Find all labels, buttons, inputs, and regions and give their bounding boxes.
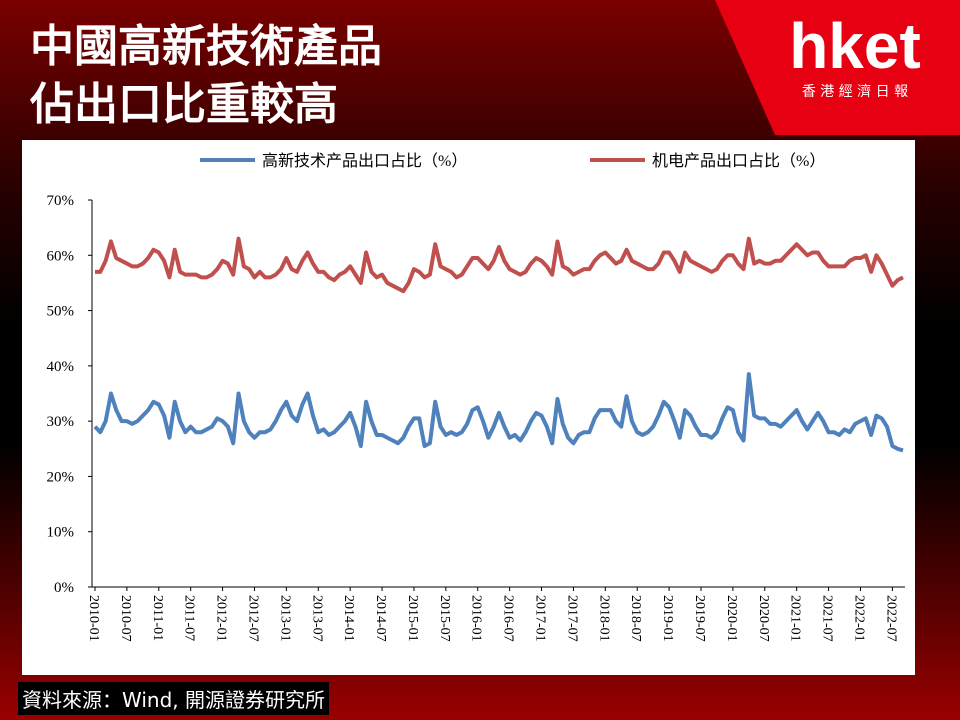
x-tick-label: 2020-01 bbox=[724, 595, 739, 642]
x-tick-label: 2022-01 bbox=[851, 595, 866, 642]
x-tick-label: 2020-07 bbox=[756, 595, 771, 642]
x-tick-label: 2017-01 bbox=[533, 595, 548, 642]
y-tick-label: 40% bbox=[47, 359, 75, 375]
series-line bbox=[95, 236, 904, 294]
logo-subtitle: 香 港 經 濟 日 報 bbox=[802, 84, 908, 100]
y-tick-label: 70% bbox=[47, 193, 75, 209]
y-tick-label: 20% bbox=[47, 469, 75, 485]
y-tick-label: 30% bbox=[47, 414, 75, 430]
x-tick-label: 2014-01 bbox=[341, 595, 356, 642]
x-tick-label: 2012-01 bbox=[214, 595, 229, 642]
x-tick-label: 2021-01 bbox=[788, 595, 803, 642]
x-tick-label: 2015-01 bbox=[405, 595, 420, 642]
x-tick-label: 2018-01 bbox=[596, 595, 611, 642]
y-tick-label: 0% bbox=[54, 580, 74, 596]
x-tick-label: 2010-01 bbox=[86, 595, 101, 642]
x-tick-label: 2014-07 bbox=[373, 595, 388, 642]
x-tick-label: 2011-07 bbox=[182, 595, 197, 641]
chart-area bbox=[22, 140, 915, 675]
x-tick-label: 2012-07 bbox=[245, 595, 260, 642]
x-tick-label: 2022-07 bbox=[883, 595, 898, 642]
legend-label: 高新技术产品出口占比（%） bbox=[262, 152, 467, 170]
x-tick-label: 2016-01 bbox=[469, 595, 484, 642]
x-tick-label: 2011-01 bbox=[150, 595, 165, 641]
y-tick-label: 50% bbox=[47, 304, 75, 320]
y-tick-label: 10% bbox=[47, 525, 75, 541]
x-tick-label: 2016-07 bbox=[501, 595, 516, 642]
logo-brand: hket bbox=[789, 10, 921, 82]
x-tick-label: 2019-01 bbox=[660, 595, 675, 642]
x-tick-label: 2018-07 bbox=[628, 595, 643, 642]
source: 資料來源：Wind, 開源證券研究所 bbox=[18, 682, 329, 715]
title-line: 中國高新技術產品 bbox=[30, 21, 382, 72]
x-tick-label: 2015-07 bbox=[437, 595, 452, 642]
y-tick-label: 60% bbox=[47, 248, 75, 264]
x-tick-label: 2021-07 bbox=[820, 595, 835, 642]
logo-bg bbox=[715, 0, 960, 135]
title-line: 佔出口比重較高 bbox=[30, 79, 338, 130]
legend-label: 机电产品出口占比（%） bbox=[652, 152, 825, 170]
x-tick-label: 2010-07 bbox=[118, 595, 133, 642]
series-line bbox=[93, 372, 904, 453]
x-tick-label: 2019-07 bbox=[692, 595, 707, 642]
x-tick-label: 2013-07 bbox=[309, 595, 324, 642]
x-tick-label: 2013-01 bbox=[277, 595, 292, 642]
title: 中國高新技術產品 佔出口比重較高 bbox=[30, 18, 382, 134]
x-tick-label: 2017-07 bbox=[564, 595, 579, 642]
